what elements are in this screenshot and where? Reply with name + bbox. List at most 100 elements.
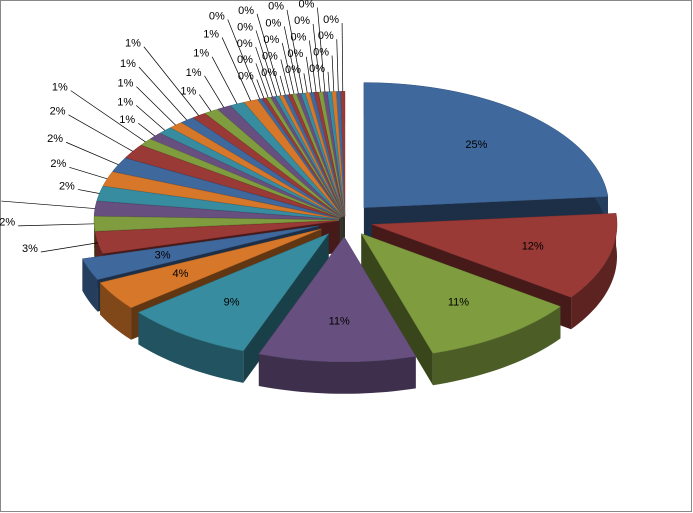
slice-side [258,353,416,394]
data-label: 1% [180,85,196,97]
leader-line [136,86,176,126]
leader-line [303,73,308,93]
data-label: 0% [323,14,339,26]
leader-line [18,223,95,227]
data-label: 4% [172,268,188,280]
data-label: 0% [287,48,303,60]
leader-line [336,39,339,92]
leader-line [255,63,269,98]
leader-line [255,46,273,98]
data-label: 0% [238,70,254,82]
slice-top [99,228,322,309]
data-label: 0% [265,17,281,29]
leader-line [256,79,265,99]
slice-top [93,200,340,220]
data-label: 1% [117,96,133,108]
slice-wall [361,233,433,386]
data-label: 0% [294,15,310,27]
leader-line [312,23,321,93]
leader-line [65,141,119,166]
data-label: 3% [22,243,38,255]
data-label: 0% [262,50,278,62]
leader-line [309,40,317,93]
leader-line [40,242,99,253]
data-label: 0% [290,31,306,43]
data-label: 0% [268,1,284,13]
data-label: 25% [465,139,487,151]
slice-top [363,82,609,208]
leader-line [286,9,304,94]
slice-top [371,213,618,298]
leader-line [135,105,166,131]
slice-top [137,233,330,352]
data-label: 1% [118,78,134,90]
data-label: 0% [313,46,329,58]
slice-top [258,236,417,363]
slice-side [571,213,618,330]
data-label: 2% [50,158,66,170]
leader-line [68,114,133,152]
slice-top [243,99,343,217]
leader-line [221,37,251,101]
data-label: 1% [119,114,135,126]
slice-top [360,233,561,354]
leader-line [317,7,326,92]
data-label: 0% [237,54,253,66]
data-label: 0% [237,21,253,33]
slice-side [82,258,98,312]
data-label: 11% [329,316,350,328]
data-label: 11% [448,297,469,309]
leader-line [280,59,291,95]
slice-side [100,282,132,340]
leader-line [70,90,146,143]
data-label: 0% [309,63,325,75]
data-label: 12% [522,241,544,253]
leader-line [227,19,261,100]
leader-line [279,75,286,96]
data-label: 0% [261,67,277,79]
leader-line [77,189,100,194]
data-label: 1% [125,38,141,50]
slice-top [169,122,342,218]
data-label: 3% [155,249,171,261]
slice [258,236,417,394]
data-label: 0% [318,30,334,42]
leader-line [1,200,96,209]
leader-line [327,71,330,92]
leader-line [305,56,312,93]
leader-line [255,30,278,97]
data-label: 1% [52,82,68,94]
slice-side [94,216,95,264]
data-label: 2% [47,133,63,145]
data-label: 9% [224,297,240,309]
slice-side [432,306,561,386]
slice-side [138,312,244,383]
data-label: 0% [238,5,254,17]
data-label: 0% [237,38,253,50]
leader-line [138,66,188,121]
leader-line [137,122,156,137]
data-label: 1% [203,28,219,40]
leader-line [211,56,238,105]
data-label: 1% [120,58,136,70]
leader-line [281,42,295,95]
slice-top [140,138,341,219]
data-label: 0% [285,64,301,76]
data-label: 2% [50,106,66,118]
slice-top [180,117,342,218]
data-label: 0% [299,0,315,10]
data-label: 1% [193,48,209,60]
data-label: 2% [59,180,75,192]
slice [360,233,561,386]
leader-line [331,55,335,92]
leader-line [198,94,212,112]
data-label: 0% [209,10,225,22]
data-label: 1% [186,67,202,79]
leader-line [204,75,225,108]
leader-line [283,26,299,94]
leader-line [256,13,282,96]
leader-line [341,23,344,92]
data-label: 2% [0,217,15,229]
